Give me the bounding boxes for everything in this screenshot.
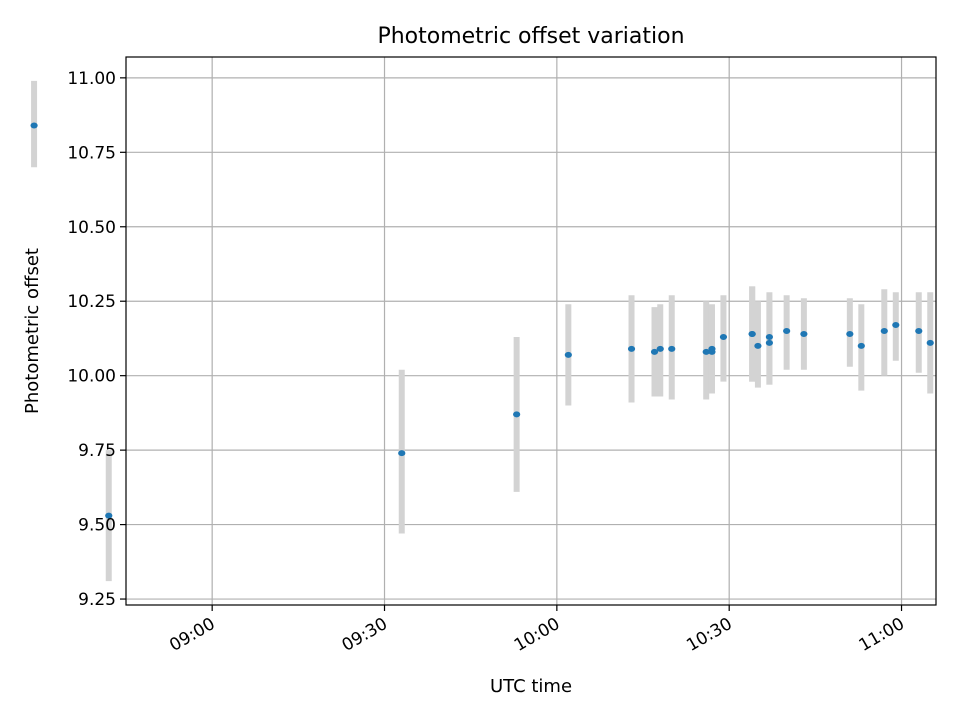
plot-frame	[125, 56, 937, 606]
data-point	[880, 328, 888, 334]
data-point	[30, 122, 38, 129]
data-point	[783, 328, 791, 334]
data-point	[627, 345, 636, 352]
y-tick-label: 9.50	[78, 516, 116, 536]
data-point	[668, 345, 676, 352]
data-points	[30, 122, 934, 519]
x-axis-label: UTC time	[490, 676, 572, 697]
y-tick-label: 10.75	[67, 143, 116, 163]
y-tick-label: 10.25	[67, 292, 116, 312]
x-tick-label: 09:00	[166, 614, 218, 656]
error-bars	[31, 80, 934, 582]
data-point	[513, 411, 521, 418]
data-point	[754, 342, 762, 349]
data-point	[656, 345, 664, 352]
data-point	[857, 342, 865, 349]
y-axis-label: Photometric offset	[22, 248, 43, 414]
grid-lines	[126, 57, 936, 605]
data-point	[892, 322, 900, 329]
data-point	[564, 351, 572, 358]
data-point	[650, 348, 659, 355]
y-tick-label: 10.00	[67, 367, 116, 387]
data-point	[708, 348, 716, 355]
data-point	[105, 512, 113, 519]
data-point	[846, 330, 854, 337]
data-point	[915, 328, 923, 334]
x-tick-label: 11:00	[856, 614, 908, 656]
x-tick-label: 09:30	[339, 614, 391, 656]
x-tick-label: 10:00	[511, 614, 563, 656]
data-point	[398, 450, 406, 457]
y-tick-label: 9.25	[78, 590, 116, 610]
data-point	[748, 330, 756, 337]
data-point	[765, 339, 774, 346]
data-point	[800, 330, 808, 337]
x-tick-label: 10:30	[683, 614, 735, 656]
x-axis-ticks: 09:00 09:30 10:00 10:30 11:00	[166, 605, 908, 656]
data-point	[719, 333, 728, 340]
y-tick-label: 11.00	[67, 69, 116, 89]
data-point	[765, 333, 774, 340]
chart-title: Photometric offset variation	[377, 24, 684, 49]
y-tick-label: 9.75	[78, 441, 116, 461]
y-tick-label: 10.50	[67, 218, 116, 238]
y-axis-ticks: 9.25 9.50 9.75 10.00 10.25 10.50 10.75 11.00	[67, 69, 126, 610]
data-point	[926, 339, 934, 346]
data-point	[702, 348, 710, 355]
